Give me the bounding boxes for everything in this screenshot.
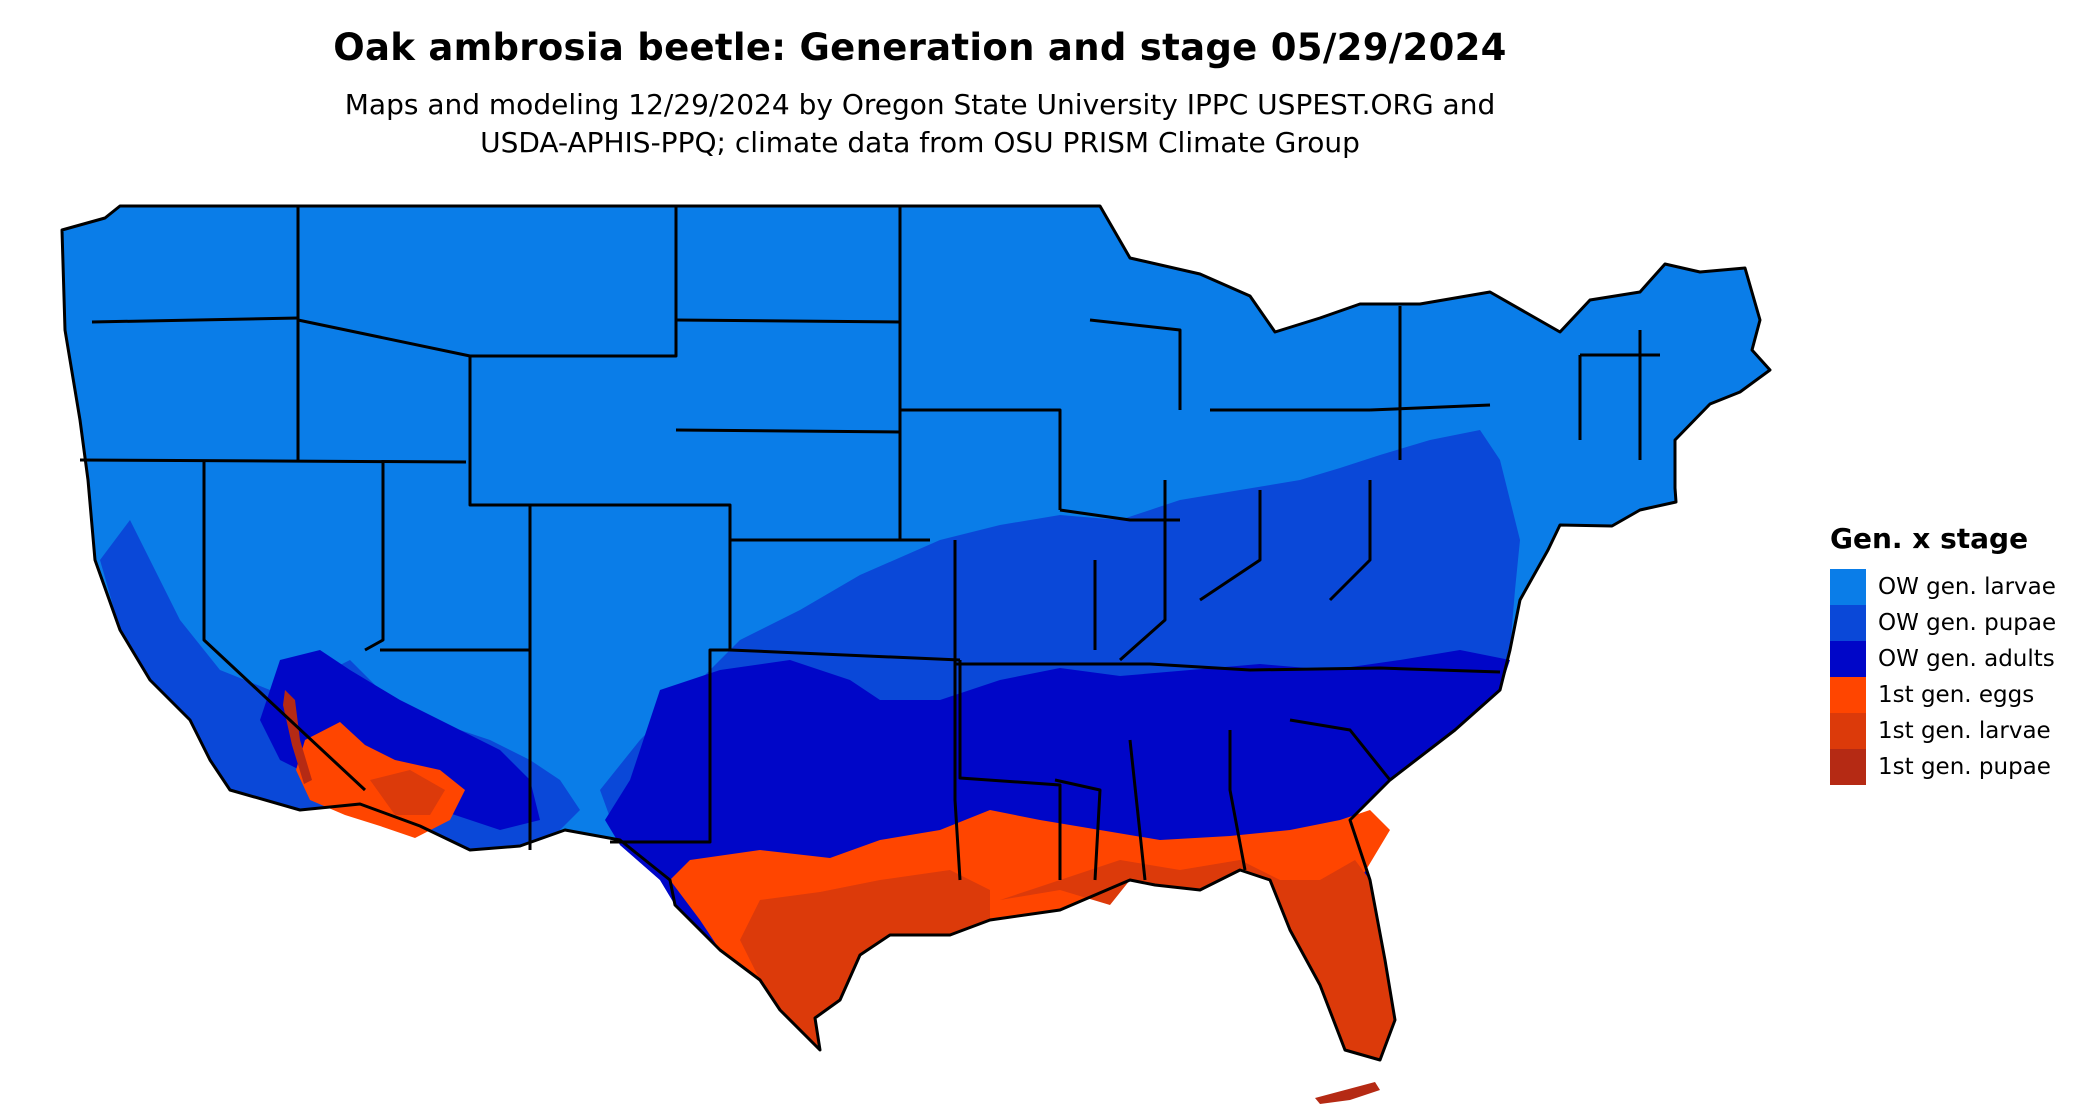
larvae-region-gulf [1000, 860, 1395, 1060]
legend-swatch [1830, 713, 1866, 749]
pupae-1st-arizona [283, 690, 312, 784]
legend-swatch [1830, 641, 1866, 677]
legend-label: 1st gen. eggs [1878, 682, 2035, 708]
legend-item: 1st gen. pupae [1830, 749, 2056, 785]
map-subtitle-line1: Maps and modeling 12/29/2024 by Oregon S… [344, 88, 1496, 121]
legend-item: 1st gen. eggs [1830, 677, 2056, 713]
map-subtitle-line2: USDA-APHIS-PPQ; climate data from OSU PR… [480, 126, 1360, 159]
map-title: Oak ambrosia beetle: Generation and stag… [333, 26, 1507, 69]
legend-label: 1st gen. pupae [1878, 754, 2051, 780]
legend-label: OW gen. pupae [1878, 610, 2057, 636]
adults-region-west [260, 650, 540, 830]
legend-swatch [1830, 749, 1866, 785]
legend-title: Gen. x stage [1830, 522, 2029, 555]
legend-swatch [1830, 677, 1866, 713]
legend-label: OW gen. adults [1878, 646, 2055, 672]
legend-swatch [1830, 569, 1866, 605]
legend-label: 1st gen. larvae [1878, 718, 2051, 744]
legend-label: OW gen. larvae [1878, 574, 2056, 600]
legend-swatch [1830, 605, 1866, 641]
legend-item: OW gen. adults [1830, 641, 2056, 677]
larvae-region-arizona [370, 770, 445, 815]
legend: Gen. x stage OW gen. larvae OW gen. pupae… [1830, 522, 2056, 785]
legend-items: OW gen. larvae OW gen. pupae OW gen. adult… [1830, 569, 2056, 785]
legend-item: 1st gen. larvae [1830, 713, 2056, 749]
larvae-region-texas [740, 870, 990, 1050]
pupae-1st-florida-keys [1315, 1082, 1380, 1104]
state-borders [60, 204, 1772, 1062]
legend-item: OW gen. pupae [1830, 605, 2056, 641]
legend-item: OW gen. larvae [1830, 569, 2056, 605]
